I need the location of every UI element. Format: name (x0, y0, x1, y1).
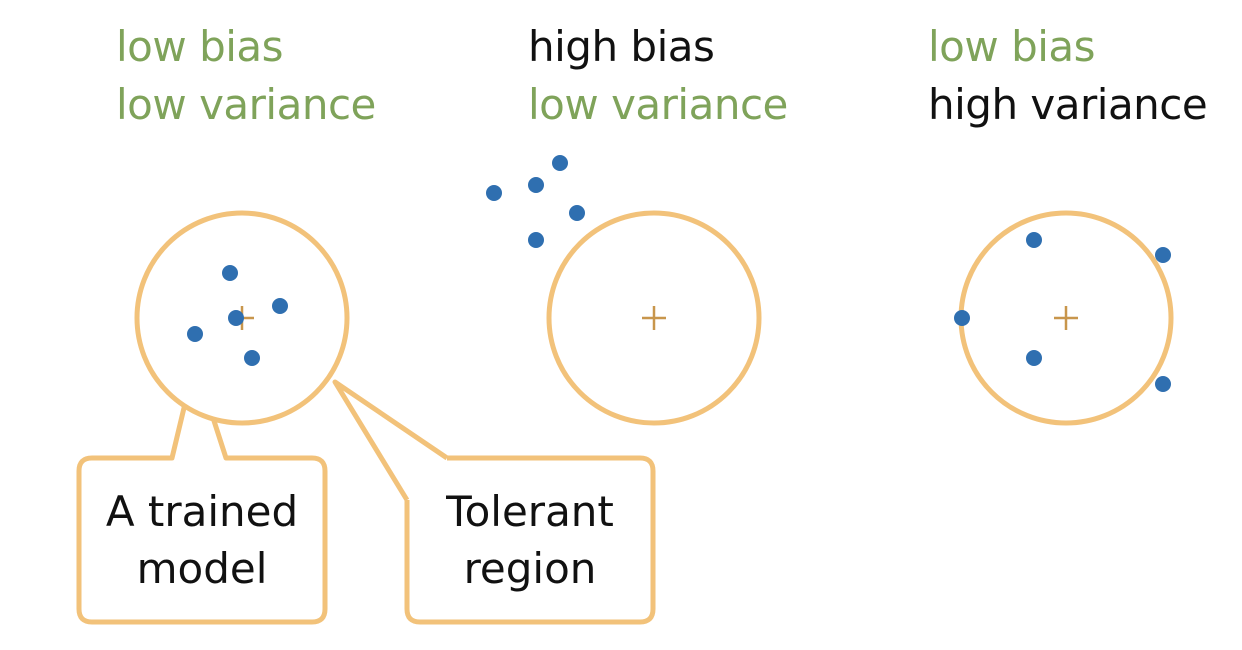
tolerant-region-callout-line2: region (463, 544, 597, 593)
data-point (272, 298, 288, 314)
panel2-center-cross (642, 306, 666, 330)
data-point (244, 350, 260, 366)
panel2-bias-label: high bias (528, 22, 715, 71)
panel3-bias-label: low bias (928, 22, 1096, 71)
panel3-center-cross (1054, 306, 1078, 330)
data-point (954, 310, 970, 326)
tolerant-region-callout-pointer (332, 379, 449, 502)
panel1-variance-label: low variance (116, 80, 376, 129)
data-point (1026, 232, 1042, 248)
panel1-bias-label: low bias (116, 22, 284, 71)
trained-model-callout-line1: A trained (105, 487, 299, 536)
tolerant-region-callout-frame (404, 455, 656, 625)
panel3-variance-label: high variance (928, 80, 1208, 129)
trained-model-callout-box (76, 359, 328, 625)
data-point (552, 155, 568, 171)
data-point (1026, 350, 1042, 366)
data-point (222, 265, 238, 281)
data-point (1155, 376, 1171, 392)
tolerant-region-callout-line1: Tolerant (446, 487, 614, 536)
data-point (228, 310, 244, 326)
data-point (486, 185, 502, 201)
panel2-variance-label: low variance (528, 80, 788, 129)
trained-model-callout-line2: model (136, 544, 268, 593)
data-point (528, 177, 544, 193)
data-point (1155, 247, 1171, 263)
data-point (187, 326, 203, 342)
data-point (528, 232, 544, 248)
data-point (569, 205, 585, 221)
